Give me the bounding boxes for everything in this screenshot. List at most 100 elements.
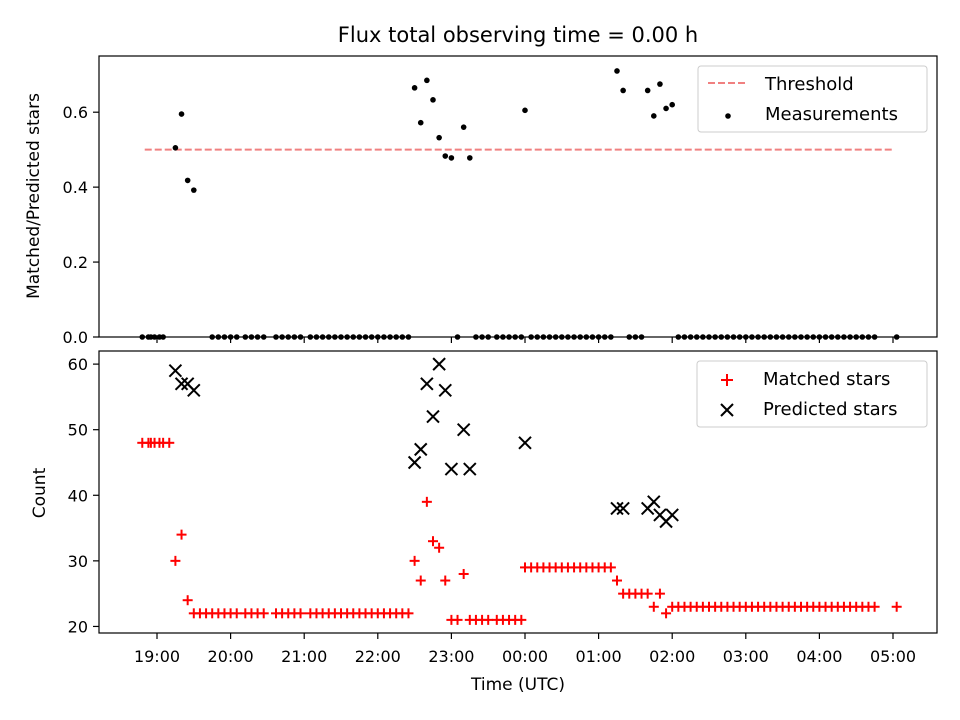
measurement-point xyxy=(411,85,418,91)
measurement-point xyxy=(460,124,467,130)
bottom-legend: Matched stars Predicted stars xyxy=(696,360,928,428)
predicted-star-point xyxy=(187,383,201,398)
matched-star-point xyxy=(176,529,187,540)
matched-star-point xyxy=(403,608,414,619)
legend-predicted-marker xyxy=(720,403,734,417)
legend-measurements-label: Measurements xyxy=(765,104,898,125)
matched-star-point xyxy=(409,555,420,566)
predicted-star-point xyxy=(444,462,459,476)
bottom-x-tick-label: 02:00 xyxy=(649,647,695,666)
measurement-point xyxy=(424,77,430,84)
bottom-legend-box xyxy=(696,360,928,428)
predicted-star-point xyxy=(456,422,471,437)
bottom-plot: 20 30 40 50 60 19:00 20:00 21:00 22:00 23:00 00:0… xyxy=(30,350,938,695)
top-y-tick-label: 0.4 xyxy=(63,178,88,197)
measurement-point xyxy=(442,153,449,159)
predicted-star-point xyxy=(463,462,477,476)
measurement-point xyxy=(467,155,473,161)
legend-measurements-marker xyxy=(725,113,731,119)
bottom-x-tick-label: 22:00 xyxy=(355,647,401,666)
bottom-y-tick-label: 50 xyxy=(68,421,88,440)
measurement-point xyxy=(620,87,626,94)
matched-star-point xyxy=(415,575,426,586)
measurement-point xyxy=(644,87,651,94)
matched-star-point xyxy=(869,601,880,612)
matched-star-point xyxy=(164,437,175,448)
bottom-y-tick-label: 60 xyxy=(68,355,88,374)
measurement-point xyxy=(184,177,191,184)
predicted-star-point xyxy=(432,357,446,371)
bottom-x-tick-label: 04:00 xyxy=(796,647,842,666)
measurement-point xyxy=(178,111,185,117)
matched-star-point xyxy=(612,575,622,586)
bottom-y-tick-label: 30 xyxy=(68,552,88,571)
predicted-star-point xyxy=(438,383,452,398)
bottom-x-tick-label: 19:00 xyxy=(134,647,180,666)
legend-predicted-label: Predicted stars xyxy=(763,399,897,420)
top-plot: 0.0 0.2 0.4 0.6 Matched/Predicted stars Thr… xyxy=(24,55,938,347)
matched-star-point xyxy=(654,588,665,599)
bottom-ylabel: Count xyxy=(30,467,50,518)
measurement-point xyxy=(172,144,179,151)
bottom-x-tick-label: 23:00 xyxy=(428,647,474,666)
matched-star-point xyxy=(428,536,438,547)
bottom-x-tick-label: 01:00 xyxy=(576,647,622,666)
measurement-point xyxy=(448,155,455,161)
matched-star-point xyxy=(642,588,653,599)
predicted-star-point xyxy=(174,377,189,391)
predicted-star-point xyxy=(168,363,183,378)
bottom-x-tick-label: 21:00 xyxy=(281,647,327,666)
top-legend: Threshold Measurements xyxy=(697,65,928,133)
top-legend-box xyxy=(697,65,928,133)
matched-star-point xyxy=(231,608,242,619)
predicted-star-point xyxy=(518,436,532,450)
measurement-point xyxy=(191,187,197,193)
predicted-star-point xyxy=(665,508,679,522)
top-y-tick-label: 0.2 xyxy=(63,253,88,272)
measurement-point xyxy=(417,119,424,126)
predicted-star-point xyxy=(414,442,428,457)
matched-star-point xyxy=(170,555,181,566)
matched-star-point xyxy=(295,608,306,619)
bottom-plot-frame xyxy=(98,350,938,634)
matched-star-point xyxy=(891,601,902,612)
predicted-star-point xyxy=(407,455,422,470)
bottom-y-tick-label: 40 xyxy=(68,486,88,505)
top-y-tick-label: 0.0 xyxy=(63,328,88,347)
matched-star-point xyxy=(421,496,432,507)
chart-title: Flux total observing time = 0.00 h xyxy=(338,23,698,47)
measurement-point xyxy=(522,107,528,114)
bottom-x-tick-label: 03:00 xyxy=(723,647,769,666)
top-ylabel: Matched/Predicted stars xyxy=(24,93,44,299)
predicted-star-point xyxy=(426,409,440,424)
predicted-star-point xyxy=(616,501,630,516)
matched-star-point xyxy=(516,614,527,625)
measurement-point xyxy=(651,113,657,119)
bottom-xlabel: Time (UTC) xyxy=(470,675,565,695)
measurement-point xyxy=(669,101,675,108)
matched-star-point xyxy=(434,542,445,553)
bottom-x-tick-label: 05:00 xyxy=(870,647,916,666)
predicted-star-point xyxy=(610,501,624,516)
bottom-x-tick-label: 20:00 xyxy=(208,647,254,666)
predicted-star-point xyxy=(647,495,661,509)
legend-threshold-label: Threshold xyxy=(764,74,854,95)
matched-star-point xyxy=(452,614,463,625)
measurement-point xyxy=(436,134,442,141)
measurement-point xyxy=(657,81,663,87)
top-plot-frame xyxy=(98,55,938,338)
legend-matched-label: Matched stars xyxy=(763,369,890,390)
measurement-point xyxy=(614,68,620,74)
matched-star-point xyxy=(440,575,451,586)
matched-star-point xyxy=(483,614,494,625)
top-y-tick-label: 0.6 xyxy=(63,103,88,122)
matched-star-point xyxy=(258,608,269,619)
matched-star-point xyxy=(605,562,616,573)
matched-star-point xyxy=(661,608,672,619)
matched-star-point xyxy=(648,601,659,612)
measurement-point xyxy=(430,97,436,103)
matched-star-point xyxy=(458,568,469,579)
predicted-star-point xyxy=(420,377,434,391)
matched-star-point xyxy=(182,595,193,606)
